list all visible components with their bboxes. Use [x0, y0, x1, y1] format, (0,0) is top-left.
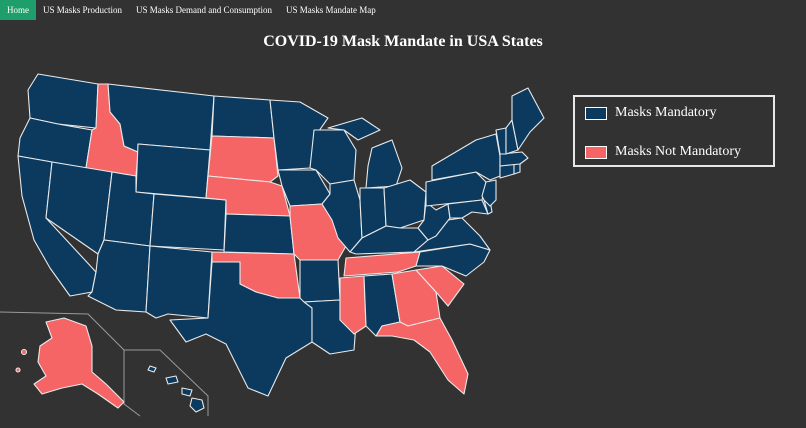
- state-md[interactable]: [447, 199, 489, 219]
- state-wy[interactable]: [135, 143, 211, 199]
- state-ma[interactable]: [499, 151, 529, 167]
- state-mt[interactable]: [107, 83, 215, 153]
- state-ri[interactable]: [513, 163, 521, 175]
- us-map: [0, 73, 545, 417]
- state-ks[interactable]: [223, 213, 295, 255]
- hawaii-inset-frame: [124, 349, 209, 416]
- state-nd[interactable]: [211, 95, 275, 139]
- state-co[interactable]: [149, 193, 227, 251]
- state-ny[interactable]: [431, 133, 501, 181]
- state-ak[interactable]: [33, 317, 125, 409]
- legend-item-mandatory: Masks Mandatory: [585, 105, 717, 121]
- state-nc[interactable]: [415, 243, 491, 277]
- map-title: COVID-19 Mask Mandate in USA States: [263, 33, 543, 50]
- state-il[interactable]: [321, 179, 363, 253]
- legend-label-mandatory: Masks Mandatory: [615, 105, 717, 120]
- legend-swatch-mandatory: [585, 106, 607, 120]
- nav-masks-demand[interactable]: US Masks Demand and Consumption: [136, 5, 273, 15]
- top-nav: Home US Masks Production US Masks Demand…: [0, 0, 806, 20]
- state-mi[interactable]: [327, 117, 381, 141]
- state-hi[interactable]: [147, 365, 157, 373]
- state-hi-island: [165, 375, 179, 385]
- state-me[interactable]: [511, 87, 545, 151]
- state-sc[interactable]: [415, 265, 465, 307]
- state-mi-lower[interactable]: [365, 139, 403, 189]
- state-hi-island: [189, 397, 205, 413]
- state-hi-island: [181, 387, 193, 397]
- map-legend: Masks Mandatory Masks Not Mandatory: [573, 95, 775, 167]
- legend-item-not-mandatory: Masks Not Mandatory: [585, 144, 741, 160]
- nav-masks-mandate-map[interactable]: US Masks Mandate Map: [286, 5, 376, 15]
- legend-label-not-mandatory: Masks Not Mandatory: [615, 144, 741, 159]
- state-fl[interactable]: [375, 317, 469, 395]
- state-nj[interactable]: [481, 179, 497, 207]
- state-oh[interactable]: [383, 179, 427, 229]
- state-ar[interactable]: [299, 259, 341, 303]
- state-tx[interactable]: [169, 261, 313, 397]
- state-tn[interactable]: [343, 251, 421, 277]
- state-nm[interactable]: [145, 245, 213, 319]
- state-ak-island: [15, 367, 21, 373]
- legend-swatch-not-mandatory: [585, 145, 607, 159]
- nav-masks-production[interactable]: US Masks Production: [43, 5, 123, 15]
- nav-home[interactable]: Home: [0, 0, 36, 20]
- state-ak-island: [20, 348, 28, 356]
- state-sd[interactable]: [207, 135, 279, 183]
